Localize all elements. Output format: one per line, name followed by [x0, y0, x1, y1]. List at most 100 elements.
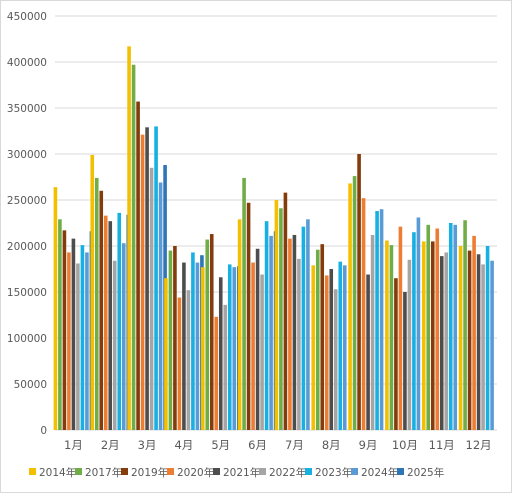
- legend-swatch: [259, 468, 266, 475]
- bar: [394, 278, 398, 430]
- y-tick-label: 200000: [7, 241, 47, 253]
- bar: [311, 265, 316, 430]
- bar: [209, 234, 214, 430]
- bar: [348, 183, 352, 430]
- x-tick-label: 9月: [359, 438, 378, 452]
- x-tick-label: 7月: [285, 438, 304, 452]
- bar: [136, 101, 140, 430]
- y-tick-label: 400000: [7, 57, 47, 69]
- y-tick-label: 50000: [14, 379, 47, 391]
- bar: [112, 260, 117, 430]
- bar: [251, 262, 255, 430]
- bar: [430, 241, 435, 430]
- bar: [458, 246, 463, 430]
- bar: [463, 220, 467, 430]
- bar: [342, 265, 347, 430]
- bar: [279, 208, 283, 430]
- bar: [490, 260, 494, 430]
- x-tick-label: 1月: [64, 438, 83, 452]
- bar: [412, 232, 416, 430]
- bar: [338, 261, 343, 430]
- bar: [200, 267, 205, 430]
- legend-label: 2025年: [407, 466, 444, 479]
- legend-label: 2020年: [177, 466, 214, 479]
- bar: [117, 212, 122, 430]
- bar: [320, 244, 325, 430]
- bar: [195, 262, 200, 430]
- bar: [90, 154, 95, 431]
- bar: [366, 274, 370, 430]
- y-tick-label: 300000: [7, 149, 47, 161]
- bar: [357, 154, 361, 430]
- bar: [453, 224, 458, 430]
- x-tick-label: 12月: [466, 438, 492, 452]
- y-axis-tick-labels: 0 50000 100000 150000 200000 250000 300000 3500…: [7, 11, 47, 437]
- legend-label: 2023年: [315, 466, 352, 479]
- bar: [333, 289, 338, 430]
- bar: [448, 223, 453, 430]
- bar: [127, 46, 131, 431]
- bar: [177, 297, 182, 430]
- legend-swatch: [167, 468, 174, 475]
- bar: [108, 221, 113, 430]
- x-tick-label: 10月: [392, 438, 418, 452]
- y-tick-label: 350000: [7, 103, 47, 115]
- bar: [182, 262, 186, 430]
- x-tick-label: 5月: [211, 438, 230, 452]
- legend-swatch: [29, 468, 36, 475]
- bar: [121, 243, 126, 430]
- bar: [269, 235, 273, 430]
- y-tick-label: 100000: [7, 333, 47, 345]
- bar: [80, 245, 85, 430]
- bar: [71, 238, 76, 430]
- bar: [274, 200, 279, 430]
- bar: [149, 167, 154, 431]
- bar: [426, 224, 431, 430]
- bar: [140, 134, 145, 430]
- bar: [186, 290, 191, 430]
- legend: 2014年 2017年 2019年 2020年 2021年 2022年 2023年 2024年…: [29, 466, 444, 479]
- bar: [255, 248, 260, 430]
- bar: [297, 258, 301, 430]
- bar: [242, 177, 246, 430]
- bar: [164, 278, 168, 430]
- bar: [472, 235, 476, 430]
- bar: [476, 254, 481, 430]
- legend-swatch: [121, 468, 128, 475]
- y-tick-label: 450000: [7, 11, 47, 23]
- x-tick-label: 11月: [429, 438, 455, 452]
- bar: [324, 275, 329, 430]
- bar: [154, 126, 158, 431]
- bar: [389, 245, 394, 430]
- bar: [403, 292, 407, 430]
- bar: [485, 246, 490, 430]
- bar: [292, 234, 297, 430]
- bar: [329, 269, 334, 430]
- bar: [421, 241, 426, 430]
- bar: [260, 274, 264, 430]
- bar: [444, 252, 449, 430]
- bar: [467, 250, 472, 430]
- x-tick-label: 8月: [322, 438, 341, 452]
- bar: [158, 182, 163, 430]
- bar: [283, 192, 288, 430]
- legend-swatch: [397, 468, 404, 475]
- bar: [67, 252, 71, 430]
- legend-label: 2021年: [223, 466, 260, 479]
- bar: [481, 264, 485, 430]
- bar: [375, 211, 379, 430]
- bar: [99, 190, 104, 430]
- bar: [246, 202, 251, 430]
- y-tick-label: 150000: [7, 287, 47, 299]
- bar: [173, 246, 177, 430]
- bar: [352, 176, 357, 430]
- x-tick-label: 3月: [138, 438, 157, 452]
- legend-label: 2019年: [131, 466, 168, 479]
- bar: [379, 209, 384, 430]
- x-tick-label: 2月: [101, 438, 120, 452]
- bars: [53, 46, 494, 431]
- legend-label: 2017年: [85, 466, 122, 479]
- bar: [94, 177, 99, 430]
